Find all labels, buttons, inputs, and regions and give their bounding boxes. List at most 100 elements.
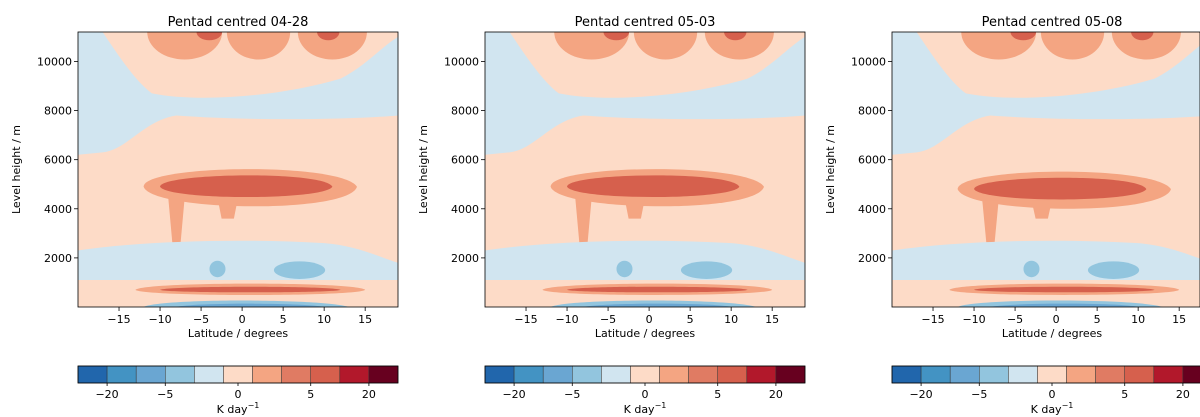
colorbar-tick-label: 0: [1049, 388, 1056, 401]
colorbar-label: K day−1: [624, 401, 667, 416]
colorbar-tick-label: 0: [235, 388, 242, 401]
colorbar-swatch: [979, 365, 1009, 384]
mid-heating-core: [567, 175, 740, 197]
colorbar-swatch: [484, 365, 515, 384]
y-tick-label: 8000: [44, 105, 72, 118]
colorbar-swatch: [310, 365, 341, 384]
x-tick-label: 5: [687, 313, 694, 326]
y-tick-label: 10000: [444, 55, 479, 68]
x-tick-label: −5: [1007, 313, 1023, 326]
upper-heating-blob: [704, 32, 774, 60]
colorbar-swatch: [949, 365, 980, 384]
colorbar-swatch: [194, 365, 224, 384]
colorbar-label: K day−1: [1031, 401, 1074, 416]
chart-panel-2: Pentad centred 05-03−15 −10 −5 0 5 10 15Latitu…: [417, 15, 806, 416]
mid-heating-plume: [624, 197, 645, 219]
contour-field: [485, 32, 805, 307]
x-tick-label: −10: [148, 313, 171, 326]
y-tick-label: 6000: [451, 154, 479, 167]
colorbar-swatch: [659, 365, 689, 384]
upper-heating-blob: [226, 32, 291, 60]
colorbar-swatch: [775, 365, 806, 384]
y-tick-label: 10000: [851, 55, 886, 68]
y-tick-label: 2000: [44, 252, 72, 265]
mid-heating-plume: [168, 197, 185, 244]
colorbar-label-exponent: −1: [655, 401, 667, 410]
colorbar-swatch: [252, 365, 282, 384]
low-cooling-patch: [209, 260, 226, 278]
colorbar-label-unit: K day: [624, 403, 655, 416]
colorbar-swatch: [1153, 365, 1184, 384]
mid-heating-plume: [982, 200, 999, 244]
colorbar-tick-label: 5: [307, 388, 314, 401]
colorbar-swatch: [572, 365, 602, 384]
colorbar-label-exponent: −1: [248, 401, 260, 410]
colorbar-tick-label: −20: [95, 388, 118, 401]
y-axis-label: Level height / m: [417, 125, 430, 214]
contour-field: [892, 32, 1200, 307]
upper-heating-core: [1010, 32, 1037, 41]
colorbar-swatch: [1182, 365, 1200, 384]
low-cooling-patch: [1087, 261, 1140, 279]
colorbar-swatch: [513, 365, 544, 384]
chart-title: Pentad centred 05-08: [982, 15, 1123, 30]
colorbar-swatch: [717, 365, 748, 384]
x-tick-label: −5: [193, 313, 209, 326]
mid-heating-plume: [1031, 200, 1052, 219]
x-tick-label: 10: [724, 313, 738, 326]
low-heating-core: [160, 286, 341, 293]
x-axis-label: Latitude / degrees: [188, 327, 289, 340]
chart-title: Pentad centred 05-03: [575, 15, 716, 30]
colorbar-tick-label: −20: [909, 388, 932, 401]
y-tick-label: 6000: [44, 154, 72, 167]
colorbar-swatch: [77, 365, 108, 384]
x-tick-label: 15: [358, 313, 372, 326]
colorbar-tick-label: −5: [157, 388, 173, 401]
colorbar-swatch: [601, 365, 631, 384]
upper-heating-core: [317, 32, 340, 41]
contour-field: [78, 32, 398, 307]
upper-cooling-region: [892, 32, 1200, 155]
colorbar-swatch: [281, 365, 311, 384]
upper-cooling-region: [78, 32, 398, 155]
upper-heating-blob: [633, 32, 698, 60]
x-tick-label: 5: [280, 313, 287, 326]
low-cooling-patch: [273, 261, 326, 279]
x-tick-label: −10: [962, 313, 985, 326]
colorbar-swatch: [106, 365, 137, 384]
colorbar-swatch: [165, 365, 195, 384]
chart-panel-1: Pentad centred 04-28−15 −10 −5 0 5 10 15Latitu…: [10, 15, 399, 416]
surface-cooling-core: [176, 303, 325, 307]
colorbar-tick-label: −5: [564, 388, 580, 401]
low-cooling-patch: [680, 261, 733, 279]
upper-heating-core: [603, 32, 630, 41]
colorbar-label-unit: K day: [1031, 403, 1062, 416]
surface-cooling-core: [990, 303, 1139, 307]
low-cooling-layer: [892, 240, 1200, 280]
colorbar-swatch: [1095, 365, 1125, 384]
upper-heating-blob: [1040, 32, 1105, 60]
mid-heating-plume: [575, 197, 592, 244]
colorbar-tick-label: 5: [714, 388, 721, 401]
x-tick-label: 0: [1053, 313, 1060, 326]
x-tick-label: 10: [317, 313, 331, 326]
colorbar-label-unit: K day: [217, 403, 248, 416]
colorbar-swatch: [1066, 365, 1096, 384]
colorbar-swatch: [746, 365, 777, 384]
x-tick-label: 15: [1172, 313, 1186, 326]
y-tick-label: 2000: [451, 252, 479, 265]
y-tick-label: 4000: [858, 203, 886, 216]
colorbar-swatch: [542, 365, 573, 384]
x-tick-label: 15: [765, 313, 779, 326]
surface-cooling-core: [583, 303, 732, 307]
colorbar-tick-label: 0: [642, 388, 649, 401]
x-tick-label: −15: [107, 313, 130, 326]
y-axis-label: Level height / m: [824, 125, 837, 214]
axes-frame: [77, 31, 399, 308]
colorbar-tick-label: −5: [971, 388, 987, 401]
colorbar-swatch: [920, 365, 951, 384]
upper-heating-core: [724, 32, 747, 41]
colorbar-tick-label: 5: [1121, 388, 1128, 401]
x-tick-label: 0: [239, 313, 246, 326]
colorbar-swatch: [1124, 365, 1155, 384]
